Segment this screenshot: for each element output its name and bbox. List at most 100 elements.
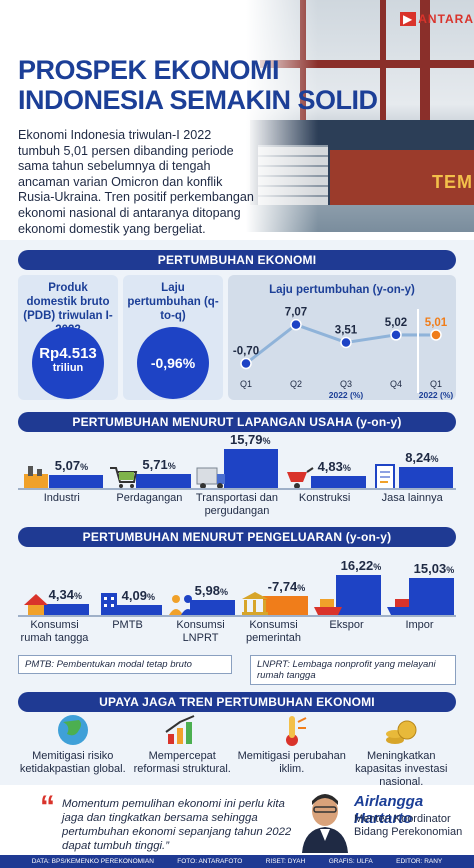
ship-red	[330, 150, 474, 205]
footer-editor: EDITOR: RANY	[396, 858, 443, 865]
bar-value: 16,22%	[341, 558, 382, 573]
bar-value-unit: %	[373, 561, 382, 572]
bar-value-number: 15,03	[413, 560, 447, 576]
bar-value: 8,24%	[405, 450, 438, 465]
bar-value-number: 16,22	[340, 557, 374, 573]
note-pmtb: PMTB: Pembentukan modal tetap bruto	[18, 655, 232, 674]
qtq-circle: -0,96%	[137, 327, 209, 399]
footer-foto: FOTO: ANTARAFOTO	[177, 858, 243, 865]
section-spending-title: PERTUMBUHAN MENURUT PENGELUARAN (y-on-y)	[18, 527, 456, 547]
bar-label: PMTB	[112, 619, 143, 631]
effort-label: Memitigasi risiko ketidakpastian global.	[19, 750, 126, 775]
crane-leg	[420, 0, 430, 120]
bar	[43, 604, 89, 615]
bar-value-number: 4,09	[121, 587, 147, 603]
bar-value-unit: %	[430, 454, 439, 465]
page-title-line1: PROSPEK EKONOMI	[18, 55, 280, 85]
bar-label: Industri	[43, 492, 80, 504]
bar-label: Konsumsi pemerintah	[245, 619, 302, 644]
bar-label: Ekspor	[329, 619, 364, 631]
pdb-card: Produk domestik bruto (PDB) triwulan I-2…	[18, 275, 118, 400]
yoy-tick-label: Q2	[290, 379, 302, 389]
bar-label: Konsumsi LNPRT	[176, 619, 225, 644]
bar-value: 15,03%	[414, 561, 455, 576]
truck-icon	[195, 462, 227, 497]
crane-beam	[260, 60, 474, 68]
yoy-data-label: -0,70	[233, 346, 259, 358]
pdb-value: Rp4.513	[39, 345, 97, 362]
bar-label: Perdagangan	[116, 492, 183, 504]
section-growth-title: PERTUMBUHAN EKONOMI	[18, 250, 456, 270]
bar	[136, 473, 191, 488]
bar-value-unit: %	[80, 462, 89, 473]
bar-value-unit: %	[219, 587, 228, 598]
globe-icon	[53, 712, 93, 753]
bar-value-number: 5,71	[142, 456, 168, 472]
page-title-line2: INDONESIA SEMAKIN SOLID	[18, 85, 378, 115]
yoy-title: Laju pertumbuhan (y-on-y)	[269, 284, 415, 296]
bar-value: 5,71%	[142, 457, 175, 472]
ship-export-icon	[312, 589, 344, 624]
bar-value-unit: %	[297, 582, 306, 593]
bar-value: 15,79%	[230, 432, 271, 447]
bar-value: 5,98%	[195, 583, 228, 598]
bar-value-unit: %	[167, 460, 176, 471]
factory-icon	[20, 462, 52, 497]
bar-value-number: 4,83	[317, 458, 343, 474]
section-sector-title: PERTUMBUHAN MENURUT LAPANGAN USAHA (y-on…	[18, 412, 456, 432]
document-icon	[370, 462, 402, 497]
effort-label: Meningkatkan kapasitas investasi nasiona…	[355, 750, 448, 788]
bar-value-number: -7,74	[267, 578, 298, 594]
minister-portrait	[302, 794, 348, 853]
bar-value-unit: %	[342, 462, 351, 473]
antara-logo: ▶ ANTARA	[400, 12, 474, 26]
bar-value-number: 5,07	[54, 458, 81, 474]
baseline	[18, 488, 456, 490]
yoy-tick-label: Q1	[240, 379, 252, 389]
bar	[335, 574, 381, 615]
hero: TEM ▶ ANTARA PROSPEK EKONOMI INDONESIA SE…	[0, 0, 474, 240]
bar-label: Konstruksi	[298, 492, 351, 504]
bar	[408, 577, 454, 615]
yoy-chart-card: Laju pertumbuhan (y-on-y) -0,70 Q1 7,07 Q2 3…	[228, 275, 456, 400]
bar-value-unit: %	[146, 591, 155, 602]
chart-up-icon	[162, 712, 202, 753]
yoy-point	[430, 329, 442, 341]
shopping-cart-icon	[108, 462, 140, 497]
footer-data: DATA: BPS/KEMENKO PEREKONOMIAN	[31, 858, 154, 865]
footer: DATA: BPS/KEMENKO PEREKONOMIAN FOTO: ANT…	[0, 855, 474, 868]
bar	[311, 475, 366, 488]
note-lnprt: LNPRT: Lembaga nonprofit yang melayani r…	[250, 655, 456, 685]
bar-value-number: 15,79	[229, 431, 263, 447]
section-efforts-title: UPAYA JAGA TREN PERTUMBUHAN EKONOMI	[18, 692, 456, 712]
yoy-data-label: 5,02	[385, 317, 407, 329]
footer-grafis: GRAFIS: ULFA	[328, 858, 373, 865]
qtq-title: Laju pertumbuhan (q-to-q)	[127, 282, 219, 322]
yoy-group-label: 2022 (%)	[419, 390, 454, 400]
quote-box	[0, 785, 474, 855]
yoy-tick-label: Q3	[340, 379, 352, 389]
bar-value: 4,83%	[318, 459, 351, 474]
yoy-data-label: 3,51	[335, 324, 358, 336]
bar-label: Jasa lainnya	[381, 492, 443, 504]
bar-value-number: 4,34	[48, 587, 74, 603]
wheelbarrow-icon	[283, 462, 315, 497]
bar-value: 4,09%	[122, 588, 155, 603]
bar	[399, 467, 454, 488]
baseline	[18, 615, 456, 617]
quote-mark-icon: “	[40, 790, 55, 823]
bar-value-unit: %	[262, 435, 271, 446]
government-icon	[239, 589, 271, 624]
bar	[189, 600, 235, 615]
quote-author: Airlangga Hartarto	[354, 793, 424, 827]
yoy-point	[290, 318, 302, 331]
bar-label: Transportasi dan pergudangan	[195, 492, 279, 517]
yoy-point	[340, 336, 352, 349]
pdb-unit: triliun	[52, 362, 84, 374]
home-icon	[20, 589, 52, 624]
bar-value: 5,07%	[55, 458, 88, 473]
bar-value-number: 5,98	[194, 583, 220, 599]
ship-import-icon	[385, 589, 417, 624]
yoy-data-label: 5,01	[425, 317, 448, 329]
footer-riset: RISET: DYAH	[265, 858, 306, 865]
